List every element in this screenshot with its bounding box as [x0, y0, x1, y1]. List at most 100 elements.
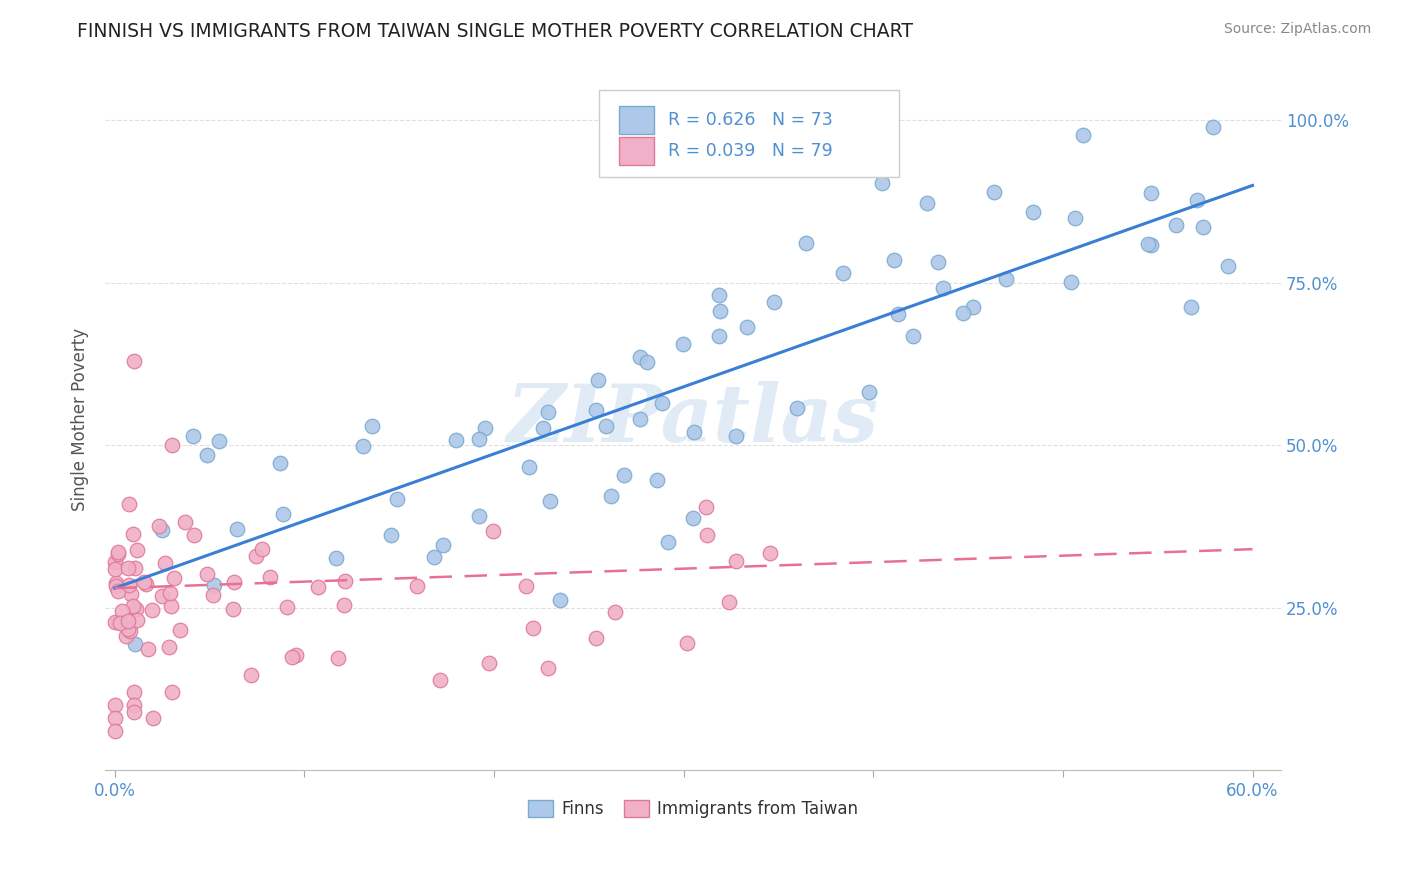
Point — [104, 615, 127, 629]
Point — [122, 705, 145, 719]
Point — [107, 584, 129, 599]
Point — [444, 434, 467, 448]
Point — [105, 579, 128, 593]
Point — [122, 353, 145, 368]
Point — [537, 661, 560, 675]
Point — [474, 421, 496, 435]
Text: ZIPatlas: ZIPatlas — [508, 381, 879, 458]
Point — [1180, 300, 1202, 314]
Point — [122, 599, 145, 613]
Point — [160, 685, 183, 699]
Point — [105, 575, 128, 590]
Point — [259, 570, 281, 584]
Point — [181, 428, 204, 442]
Point — [325, 551, 347, 566]
Point — [150, 589, 173, 603]
Point — [222, 574, 245, 589]
Point — [1136, 237, 1159, 252]
Point — [962, 301, 984, 315]
Point — [432, 538, 454, 552]
Point — [333, 574, 356, 588]
Point — [124, 561, 146, 575]
Point — [628, 411, 651, 425]
Point — [1022, 205, 1045, 219]
Point — [111, 604, 134, 618]
Point — [718, 595, 741, 609]
Text: Source: ZipAtlas.com: Source: ZipAtlas.com — [1223, 22, 1371, 37]
Point — [333, 598, 356, 612]
Point — [952, 306, 974, 320]
Point — [657, 534, 679, 549]
Point — [585, 403, 607, 417]
Point — [160, 599, 183, 614]
Point — [522, 621, 544, 635]
Point — [696, 527, 718, 541]
Point — [307, 580, 329, 594]
Point — [537, 405, 560, 419]
Point — [858, 384, 880, 399]
Point — [132, 575, 155, 590]
Point — [122, 685, 145, 699]
Point — [538, 494, 561, 508]
Point — [725, 554, 748, 568]
Point — [917, 196, 939, 211]
Point — [676, 636, 699, 650]
Point — [1064, 211, 1087, 225]
Point — [468, 508, 491, 523]
Legend: Finns, Immigrants from Taiwan: Finns, Immigrants from Taiwan — [522, 793, 865, 825]
Point — [595, 418, 617, 433]
Point — [429, 673, 451, 687]
Point — [124, 637, 146, 651]
Point — [786, 401, 808, 415]
Point — [245, 549, 267, 563]
Point — [613, 468, 636, 483]
Text: FINNISH VS IMMIGRANTS FROM TAIWAN SINGLE MOTHER POVERTY CORRELATION CHART: FINNISH VS IMMIGRANTS FROM TAIWAN SINGLE… — [77, 22, 914, 41]
Point — [104, 555, 127, 569]
FancyBboxPatch shape — [599, 89, 898, 178]
Point — [1202, 120, 1225, 134]
Point — [160, 438, 183, 452]
Point — [141, 603, 163, 617]
Point — [883, 252, 905, 267]
Text: R = 0.039   N = 79: R = 0.039 N = 79 — [668, 142, 834, 160]
Point — [406, 579, 429, 593]
Point — [117, 622, 139, 636]
Point — [794, 235, 817, 250]
Point — [169, 623, 191, 637]
Point — [1164, 218, 1187, 232]
Point — [645, 473, 668, 487]
Point — [328, 650, 350, 665]
Point — [122, 526, 145, 541]
Point — [1185, 194, 1208, 208]
Point — [276, 600, 298, 615]
Point — [548, 593, 571, 607]
Point — [117, 615, 139, 629]
Point — [225, 522, 247, 536]
Point — [932, 281, 955, 295]
Point — [887, 307, 910, 321]
Point — [517, 460, 540, 475]
Point — [585, 632, 607, 646]
Y-axis label: Single Mother Poverty: Single Mother Poverty — [72, 327, 89, 511]
Point — [1191, 220, 1213, 235]
Point — [281, 649, 304, 664]
Point — [380, 528, 402, 542]
Point — [104, 698, 127, 712]
Point — [271, 507, 294, 521]
Point — [628, 350, 651, 364]
Point — [482, 524, 505, 538]
Point — [586, 373, 609, 387]
Point — [163, 571, 186, 585]
Point — [150, 523, 173, 537]
Point — [117, 561, 139, 575]
Point — [603, 606, 626, 620]
Point — [709, 288, 731, 302]
Point — [682, 510, 704, 524]
Point — [122, 698, 145, 712]
Point — [104, 562, 127, 576]
Point — [423, 550, 446, 565]
Point — [763, 295, 786, 310]
Point — [120, 624, 142, 638]
Point — [478, 656, 501, 670]
Point — [269, 456, 291, 470]
